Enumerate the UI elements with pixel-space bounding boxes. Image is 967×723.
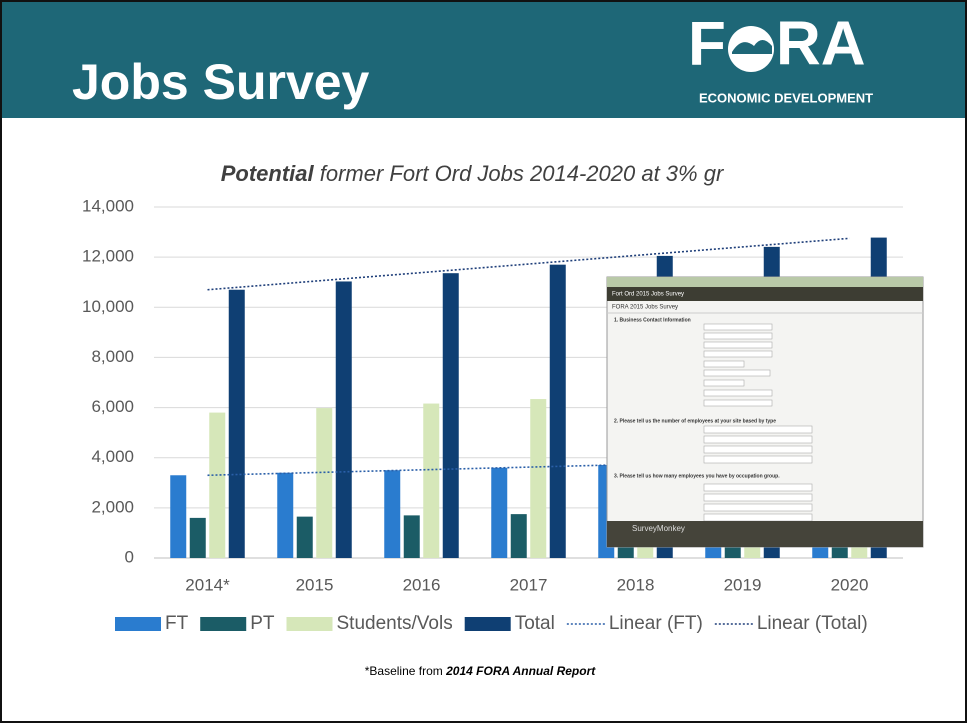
bar — [443, 273, 459, 558]
bar — [423, 404, 439, 558]
y-tick-label: 12,000 — [82, 247, 134, 266]
x-tick-label: 2018 — [617, 575, 655, 594]
survey-screenshot: Fort Ord 2015 Jobs Survey FORA 2015 Jobs… — [607, 277, 923, 547]
y-tick-label: 4,000 — [91, 447, 134, 466]
chart-title: Potential former Fort Ord Jobs 2014-2020… — [221, 161, 725, 186]
survey-window-title: Fort Ord 2015 Jobs Survey — [612, 292, 684, 298]
survey-heading: FORA 2015 Jobs Survey — [612, 305, 678, 311]
bar — [277, 473, 293, 558]
slide: Jobs Survey F RA ECONOMIC DEVELOPMENT Po… — [0, 0, 967, 723]
y-tick-label: 8,000 — [91, 347, 134, 366]
bar — [336, 281, 352, 558]
x-tick-label: 2017 — [510, 575, 548, 594]
y-tick-label: 2,000 — [91, 497, 134, 516]
legend-label: PT — [250, 613, 275, 634]
bar — [316, 408, 332, 558]
x-tick-label: 2014* — [185, 575, 230, 594]
x-tick-label: 2020 — [831, 575, 869, 594]
logo: F RA ECONOMIC DEVELOPMENT — [688, 9, 873, 105]
x-tick-label: 2015 — [296, 575, 334, 594]
legend-swatch — [200, 617, 246, 631]
legend-swatch — [115, 617, 161, 631]
x-tick-label: 2016 — [403, 575, 441, 594]
browser-bar — [607, 277, 923, 287]
survey-q2: 2. Please tell us the number of employee… — [614, 418, 776, 424]
legend-swatch — [287, 617, 333, 631]
footnote-prefix: *Baseline from — [365, 664, 443, 678]
bar — [190, 518, 206, 558]
bar — [530, 399, 546, 558]
footnote-source: 2014 FORA Annual Report — [445, 664, 596, 678]
x-tick-label: 2019 — [724, 575, 762, 594]
legend-swatch — [465, 617, 511, 631]
chart: Jobs Survey F RA ECONOMIC DEVELOPMENT Po… — [2, 2, 965, 721]
bar — [511, 514, 527, 558]
legend-label: Linear (FT) — [609, 613, 703, 634]
survey-q3: 3. Please tell us how many employees you… — [614, 473, 780, 479]
logo-left: F — [688, 9, 726, 78]
y-tick-label: 0 — [125, 547, 134, 566]
legend-label: Linear (Total) — [757, 613, 868, 634]
bar — [297, 517, 313, 558]
logo-right: RA — [776, 9, 866, 78]
y-tick-label: 6,000 — [91, 397, 134, 416]
legend-label: Total — [515, 613, 555, 634]
logo-tagline: ECONOMIC DEVELOPMENT — [699, 90, 873, 105]
bar — [170, 475, 186, 558]
chart-title-text: former Fort Ord Jobs 2014-2020 at 3% gr — [320, 161, 725, 186]
y-tick-label: 14,000 — [82, 196, 134, 215]
bar — [384, 470, 400, 558]
bar — [209, 413, 225, 558]
legend-label: Students/Vols — [337, 613, 453, 634]
bar — [491, 468, 507, 558]
chart-title-emphasis: Potential — [221, 161, 315, 186]
slide-title: Jobs Survey — [72, 54, 370, 110]
survey-q1: 1. Business Contact Information — [614, 317, 691, 323]
bar — [550, 265, 566, 558]
y-tick-label: 10,000 — [82, 297, 134, 316]
bar — [229, 290, 245, 558]
footnote: *Baseline from 2014 FORA Annual Report — [365, 664, 597, 678]
survey-brand: SurveyMonkey — [632, 524, 685, 533]
legend-label: FT — [165, 613, 189, 634]
bar — [404, 515, 420, 558]
